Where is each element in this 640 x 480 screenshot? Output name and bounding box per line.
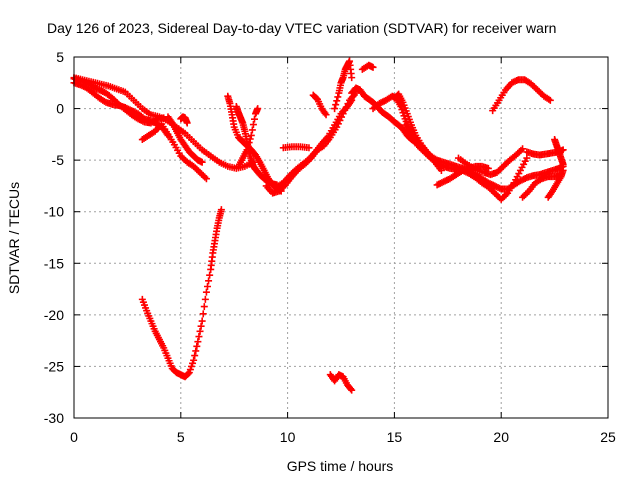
data-point bbox=[369, 63, 377, 71]
series-arc-22 bbox=[489, 76, 554, 115]
y-tick-label: -30 bbox=[44, 410, 64, 426]
series-arc-4 bbox=[138, 120, 210, 183]
data-point bbox=[244, 142, 252, 150]
series-arc-25 bbox=[544, 166, 567, 201]
x-axis-label: GPS time / hours bbox=[287, 458, 394, 474]
x-tick-label: 0 bbox=[70, 429, 78, 445]
data-point bbox=[204, 282, 211, 290]
data-point bbox=[197, 322, 205, 330]
data-point bbox=[196, 327, 204, 335]
data-point bbox=[206, 271, 214, 279]
y-tick-label: -20 bbox=[44, 307, 64, 323]
x-tick-label: 5 bbox=[177, 429, 185, 445]
data-point bbox=[194, 338, 202, 346]
x-tick-label: 10 bbox=[280, 429, 296, 445]
data-point bbox=[250, 115, 258, 123]
data-point bbox=[334, 93, 342, 101]
data-point bbox=[199, 310, 207, 318]
series-arc-19 bbox=[401, 121, 567, 193]
series-arc-14 bbox=[331, 57, 356, 113]
data-point bbox=[202, 175, 210, 183]
data-point bbox=[331, 105, 339, 113]
series-arc-28 bbox=[326, 371, 356, 394]
data-point bbox=[184, 370, 192, 378]
data-point bbox=[559, 160, 567, 168]
series-arc-13 bbox=[309, 91, 330, 119]
data-point bbox=[205, 277, 213, 285]
y-tick-label: -10 bbox=[44, 204, 64, 220]
grid-lines bbox=[74, 57, 608, 418]
data-point bbox=[198, 158, 206, 166]
series-arc-23 bbox=[519, 171, 565, 201]
data-point bbox=[249, 121, 257, 129]
series-arc-10 bbox=[262, 89, 360, 197]
data-point bbox=[305, 144, 313, 152]
y-tick-labels: 5 0 -5 -10 -15 -20 -25 -30 bbox=[44, 49, 64, 426]
data-point bbox=[195, 333, 203, 341]
data-point bbox=[348, 386, 356, 394]
data-point bbox=[246, 135, 254, 143]
data-marks bbox=[70, 57, 567, 394]
data-point bbox=[245, 139, 253, 147]
data-point bbox=[202, 288, 210, 296]
series-arc-27 bbox=[138, 206, 225, 381]
axis-ticks bbox=[73, 56, 609, 419]
y-tick-label: -5 bbox=[52, 152, 65, 168]
data-point bbox=[198, 317, 206, 325]
data-point bbox=[193, 342, 201, 350]
data-point bbox=[200, 303, 208, 311]
data-point bbox=[332, 101, 340, 109]
y-tick-label: -25 bbox=[44, 358, 64, 374]
x-tick-label: 25 bbox=[600, 429, 616, 445]
series-arc-16 bbox=[358, 61, 377, 73]
data-point bbox=[519, 145, 527, 153]
data-point bbox=[192, 347, 200, 355]
series-arc-21 bbox=[454, 145, 527, 179]
data-point bbox=[559, 166, 567, 174]
data-point bbox=[217, 206, 225, 214]
data-point bbox=[201, 295, 209, 303]
series-arc-6 bbox=[177, 113, 191, 127]
y-tick-label: 5 bbox=[56, 49, 64, 65]
data-point bbox=[523, 154, 531, 162]
series-arc-15 bbox=[348, 84, 420, 147]
chart-title: Day 126 of 2023, Sidereal Day-to-day VTE… bbox=[47, 20, 556, 36]
y-tick-label: 0 bbox=[56, 101, 64, 117]
data-point bbox=[437, 166, 445, 174]
series-arc-2 bbox=[70, 79, 172, 139]
series-arc-26 bbox=[551, 136, 567, 168]
series-arc-5 bbox=[164, 113, 206, 166]
data-point bbox=[348, 96, 356, 104]
data-point bbox=[348, 74, 356, 82]
y-tick-label: -15 bbox=[44, 255, 64, 271]
series-arc-11 bbox=[273, 96, 356, 191]
data-point bbox=[347, 385, 355, 393]
data-point bbox=[322, 111, 330, 119]
data-point bbox=[546, 96, 554, 104]
x-tick-label: 20 bbox=[493, 429, 509, 445]
data-point bbox=[183, 119, 191, 127]
data-point bbox=[248, 126, 256, 134]
data-point bbox=[254, 105, 262, 113]
plot-frame bbox=[73, 56, 609, 419]
x-tick-label: 15 bbox=[387, 429, 403, 445]
data-point bbox=[191, 352, 199, 360]
series-arc-12 bbox=[279, 143, 313, 152]
x-tick-labels: 0 5 10 15 20 25 bbox=[70, 429, 616, 445]
data-point bbox=[190, 356, 198, 364]
y-axis-label: SDTVAR / TECUs bbox=[6, 182, 22, 294]
data-point bbox=[243, 146, 251, 154]
series-arc-9 bbox=[234, 105, 262, 170]
data-point bbox=[247, 131, 255, 139]
data-point bbox=[333, 97, 341, 105]
